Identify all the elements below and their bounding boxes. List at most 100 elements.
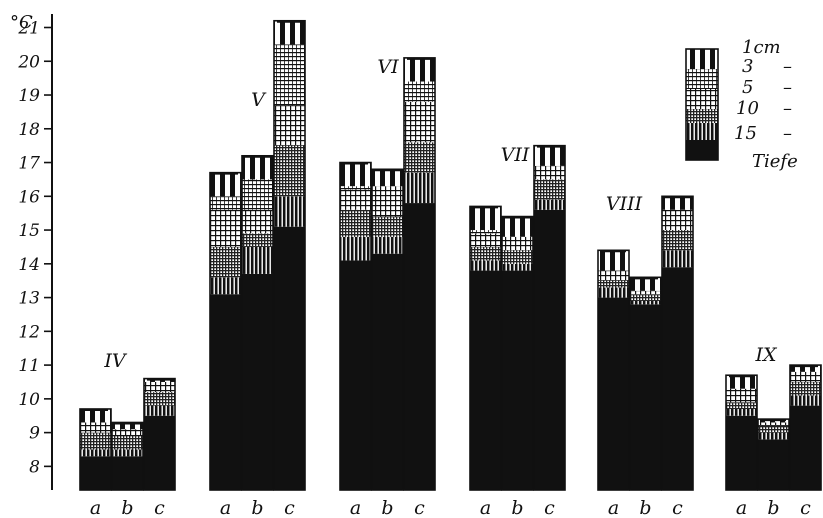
legend-label-15: 15 (734, 123, 757, 144)
bar-VIII-b-segment-5cm (630, 290, 661, 295)
month-label-V: V (251, 89, 267, 111)
bar-V-b-segment-10cm (242, 233, 273, 247)
site-label-IV-c: c (154, 497, 165, 518)
legend-label-5: 5 (742, 77, 753, 98)
bar-IV-a-segment-15cm (80, 449, 111, 457)
bar-IX-a-segment-1cm (726, 375, 757, 389)
bar-VIII-b-segment-1cm (630, 277, 661, 291)
y-tick-label: 15 (18, 221, 40, 241)
bar-V-b-segment-3cm (242, 179, 273, 210)
site-label-VIII-a: a (608, 497, 619, 518)
bar-IV-b-segment-5cm (112, 429, 143, 436)
bar-IV-b-segment-10cm (112, 435, 143, 450)
bar-VII-a-segment-10cm (470, 246, 501, 261)
bar-VI-c-segment-5cm (404, 101, 435, 143)
site-label-IX-c: c (800, 497, 811, 518)
y-tick-label: 21 (17, 19, 40, 39)
bar-IX-c-segment-5cm (790, 371, 821, 382)
legend-label-1cm: 1cm (742, 37, 781, 58)
bar-IX-a-segment-5cm (726, 388, 757, 403)
bar-IX-c-segment-tiefe (790, 405, 821, 490)
y-tick-label: 9 (29, 424, 40, 444)
bar-VI-a-segment-5cm (340, 189, 371, 210)
bar-VII-b-segment-tiefe (502, 270, 533, 490)
month-label-VIII: VIII (606, 193, 643, 215)
legend-swatch-Tiefe (686, 140, 718, 160)
site-label-VII-a: a (480, 497, 491, 518)
bar-VIII-c-segment-tiefe (662, 267, 693, 490)
bar-V-c-segment-5cm (274, 105, 305, 146)
site-label-VII-b: b (511, 497, 523, 518)
bar-VI-c-segment-15cm (404, 172, 435, 204)
site-label-VI-c: c (414, 497, 425, 518)
bar-VIII-c-segment-1cm (662, 196, 693, 210)
bar-VI-a-segment-3cm (340, 186, 371, 190)
site-label-IX-b: b (767, 497, 779, 518)
bar-VII-a-segment-15cm (470, 260, 501, 271)
bar-VII-b-segment-15cm (502, 263, 533, 271)
site-label-VIII-c: c (672, 497, 683, 518)
bar-VI-b-segment-15cm (372, 236, 403, 254)
bar-V-a-segment-1cm (210, 172, 241, 197)
bar-IV-b-segment-15cm (112, 449, 143, 457)
bar-V-a-segment-15cm (210, 277, 241, 295)
bar-V-c-segment-tiefe (274, 226, 305, 490)
site-label-VIII-b: b (639, 497, 651, 518)
site-label-V-c: c (284, 497, 295, 518)
bar-VII-b-segment-5cm (502, 236, 533, 251)
bar-V-a-segment-10cm (210, 246, 241, 278)
bar-V-c-segment-3cm (274, 44, 305, 106)
bar-IV-c-segment-15cm (144, 405, 175, 416)
bar-VII-b-segment-1cm (502, 216, 533, 237)
y-tick-label: 16 (18, 187, 40, 207)
site-label-IV-a: a (90, 497, 101, 518)
bar-IX-a-segment-tiefe (726, 415, 757, 490)
bar-VI-b-segment-10cm (372, 216, 403, 237)
bar-VI-b-segment-tiefe (372, 253, 403, 490)
bar-IV-c-segment-5cm (144, 381, 175, 393)
bar-VII-a-segment-5cm (470, 233, 501, 247)
legend-swatch-1cm (686, 49, 718, 69)
bar-IX-b-segment-15cm (758, 432, 789, 440)
legend-swatch-15 (686, 123, 718, 140)
site-label-V-b: b (251, 497, 263, 518)
bar-IX-a-segment-10cm (726, 402, 757, 409)
bar-VIII-c-segment-10cm (662, 230, 693, 251)
bar-VI-c-segment-10cm (404, 142, 435, 173)
bar-V-b-segment-15cm (242, 246, 273, 274)
bar-VII-c-segment-5cm (534, 165, 565, 180)
bar-IV-a-segment-1cm (80, 408, 111, 423)
site-label-VII-c: c (544, 497, 555, 518)
legend-swatch-5 (686, 89, 718, 109)
y-tick-label: 8 (29, 457, 40, 477)
bar-IX-b-segment-5cm (758, 422, 789, 426)
bar-VIII-c-segment-15cm (662, 250, 693, 268)
bar-V-a-segment-tiefe (210, 294, 241, 490)
legend-dash: – (783, 98, 792, 119)
bar-IV-a-segment-10cm (80, 432, 111, 450)
bar-IV-c-segment-tiefe (144, 415, 175, 490)
y-tick-label: 14 (18, 255, 40, 275)
bar-VII-b-segment-10cm (502, 250, 533, 264)
y-tick-label: 12 (18, 322, 40, 342)
legend-label-10: 10 (736, 98, 759, 119)
legend-dash: – (783, 77, 792, 98)
bar-VI-a-segment-tiefe (340, 260, 371, 490)
site-label-V-a: a (220, 497, 231, 518)
bar-IX-a-segment-15cm (726, 408, 757, 416)
y-axis: °C 8 9 10 11 12 13 14 15 16 17 18 19 20 21 (10, 12, 53, 490)
y-tick-label: 11 (18, 356, 40, 376)
site-label-VI-a: a (350, 497, 361, 518)
bar-VII-c-segment-15cm (534, 199, 565, 210)
legend-dash: – (783, 123, 792, 144)
bar-V-b-segment-1cm (242, 155, 273, 180)
legend-dash: – (783, 56, 792, 77)
bar-VIII-a-segment-tiefe (598, 297, 629, 490)
bar-IV-a-segment-tiefe (80, 456, 111, 490)
legend-label-Tiefe: Tiefe (752, 151, 798, 172)
month-label-IV: IV (103, 350, 128, 372)
bar-IX-c-segment-10cm (790, 381, 821, 396)
bar-IV-b-segment-tiefe (112, 456, 143, 490)
y-tick-label: 19 (18, 86, 40, 106)
